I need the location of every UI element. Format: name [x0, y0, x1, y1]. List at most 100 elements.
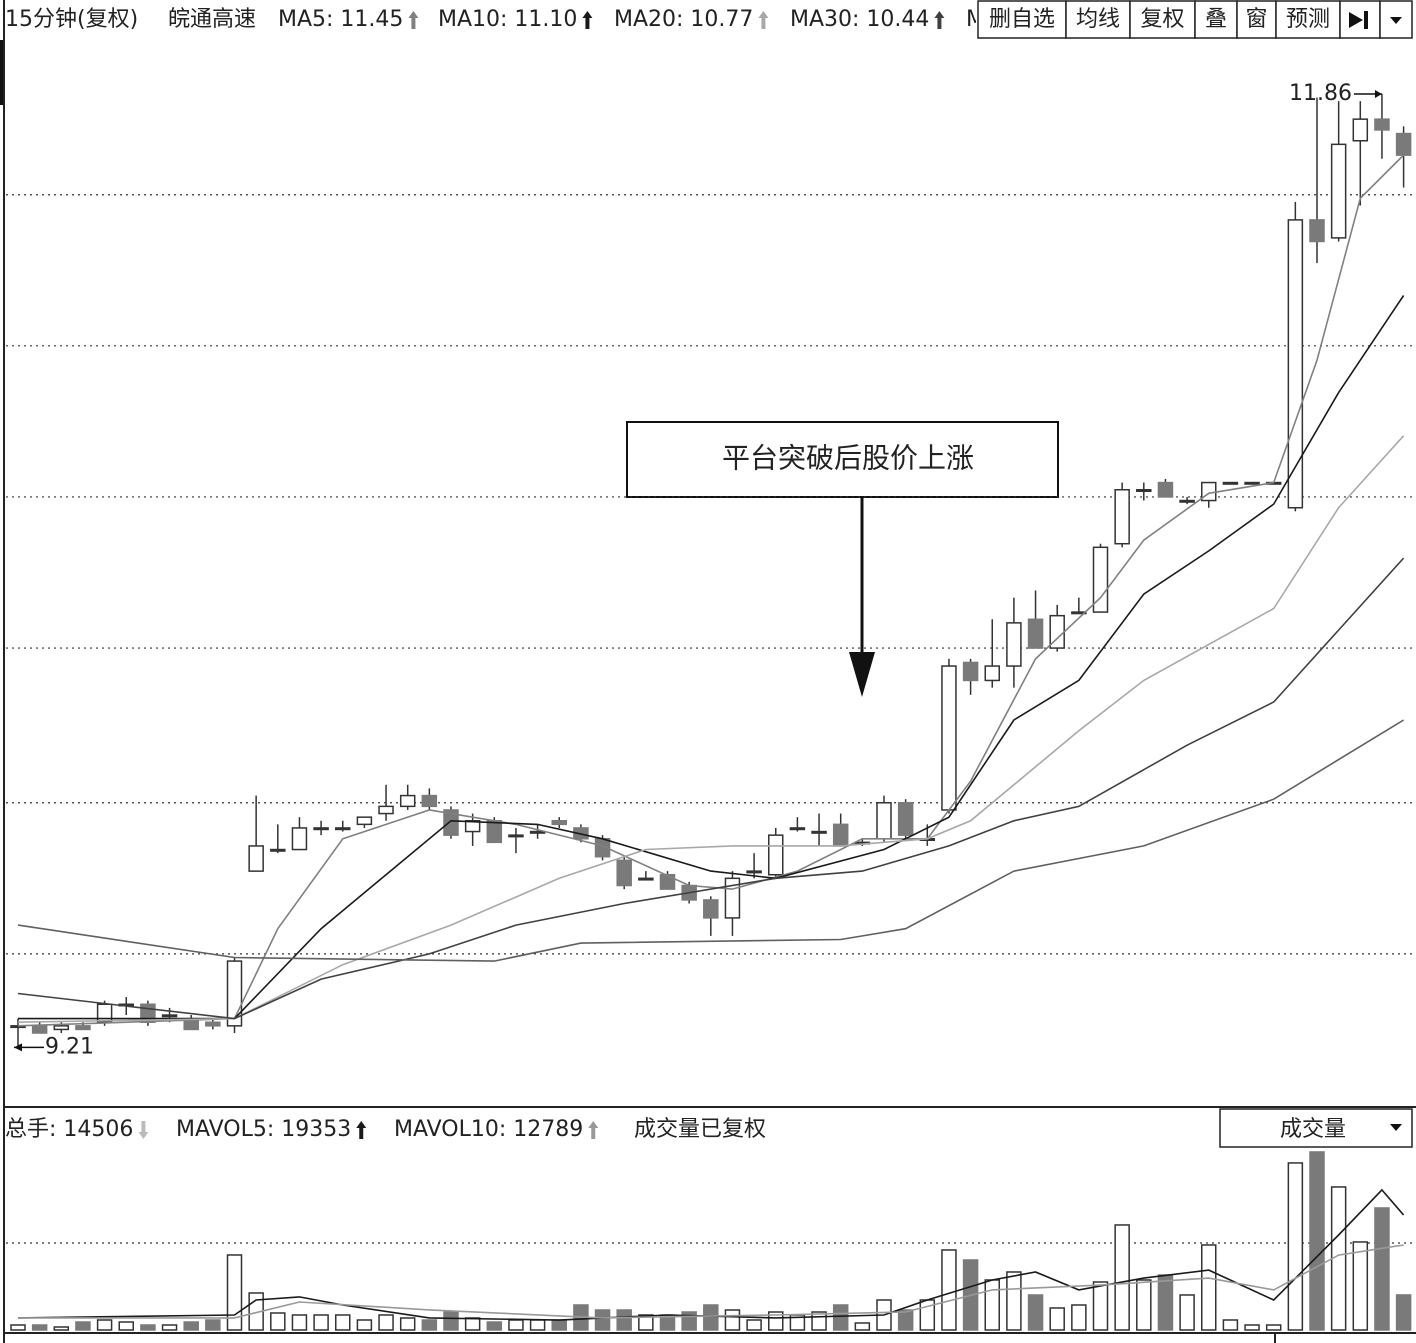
volume-bar [140, 1324, 156, 1331]
volume-bar [1244, 1324, 1260, 1331]
candle-body [508, 834, 524, 838]
legend-entry: MA20: 10.77 [614, 7, 753, 32]
volume-legend: MAVOL5: 19353 [176, 1117, 351, 1142]
selector-box[interactable] [1219, 1108, 1413, 1148]
legend-entry: 皖通高速 [168, 7, 256, 32]
volume-legend: 总手: 14506 [5, 1117, 133, 1142]
candle-body [31, 1025, 48, 1034]
trend-arrow [408, 11, 419, 29]
candle-body [832, 823, 849, 847]
candle-body [464, 820, 481, 833]
candle-body [659, 873, 676, 890]
candle-body [335, 827, 351, 831]
candle-body [1006, 622, 1022, 667]
toolbar: 删自选 均线 复权叠窗预测 [977, 0, 1341, 39]
legend-entry: MA30: 10.44 [790, 7, 929, 32]
candle-body [486, 820, 503, 844]
volume-selector[interactable]: 成交量 [1219, 1108, 1413, 1148]
high-marker-head [1374, 89, 1382, 98]
trend-arrow [356, 1121, 367, 1139]
candle-body [638, 877, 654, 881]
volume-bar [1049, 1307, 1065, 1331]
volume-bar [443, 1311, 459, 1331]
annotation-box [626, 421, 1059, 498]
left-marker [0, 40, 5, 105]
volume-bar [421, 1319, 438, 1331]
volume-bar [161, 1324, 178, 1331]
ma-line [17, 435, 1405, 1023]
candle-body [1071, 611, 1087, 615]
toolbar-button[interactable] [1236, 0, 1277, 39]
candle-body [1179, 499, 1195, 503]
volume-bar [118, 1321, 134, 1331]
candle-body [1114, 488, 1130, 545]
volume-legend: MAVOL10: 12789 [394, 1117, 583, 1142]
volume-bar [291, 1314, 308, 1331]
volume-bar [703, 1304, 719, 1331]
ma-line [17, 557, 1405, 1020]
candle-body [399, 794, 416, 808]
icon-dropdown [1390, 17, 1402, 24]
volume-bar [378, 1314, 394, 1331]
volume-bar [638, 1314, 654, 1331]
header: 15分钟(复权) 皖通高速 MA5: 11.45 MA10: 11.10 MA20: 1… [5, 7, 976, 32]
volume-bar [1352, 1241, 1369, 1331]
candle-body [248, 845, 264, 872]
trend-arrow [758, 11, 769, 29]
volume-bar [486, 1321, 503, 1331]
legend-entry: MA10: 11.10 [438, 7, 577, 32]
volume-bar [226, 1254, 243, 1331]
volume-bar [1006, 1271, 1022, 1331]
volume-bar [1114, 1224, 1130, 1331]
annotation-text: 平台突破后股价上涨 [722, 442, 974, 475]
ma-line [18, 1244, 1404, 1319]
candle-body [1092, 546, 1109, 613]
legend-entry: MA5: 11.45 [278, 7, 403, 32]
candle-body [789, 827, 806, 831]
volume-bar [832, 1304, 849, 1331]
toolbar-button[interactable] [1275, 0, 1341, 39]
selector-arrow [1390, 1124, 1402, 1131]
annotation: 平台突破后股价上涨 [626, 421, 1059, 697]
toolbar-icons [1339, 0, 1413, 39]
volume-bar [335, 1314, 351, 1331]
candle-body [53, 1025, 70, 1031]
candle-body [378, 805, 394, 815]
volume-bar [1309, 1151, 1325, 1331]
candle-body [1222, 481, 1239, 485]
volume-bar [31, 1324, 48, 1331]
trend-arrow [138, 1121, 149, 1139]
volume-bar [768, 1311, 784, 1331]
candle-body [205, 1021, 221, 1027]
toolbar-label: 叠 [1205, 7, 1227, 32]
volume-bar [96, 1319, 113, 1331]
candle-body [746, 870, 762, 874]
toolbar-button[interactable] [1129, 0, 1196, 39]
candle-body [811, 830, 827, 834]
candle-body [75, 1025, 91, 1031]
toolbar-label: 窗 [1245, 7, 1267, 32]
toolbar-button[interactable] [977, 0, 1067, 39]
candle-body [703, 899, 719, 919]
volume-bar [10, 1324, 26, 1331]
volume-bar [1222, 1319, 1239, 1331]
volume-bar [1201, 1244, 1217, 1331]
candle-body [1374, 118, 1390, 131]
candle-body [768, 834, 784, 876]
icon-next [1349, 11, 1368, 29]
candle-body [551, 820, 567, 826]
candle-body [291, 827, 308, 851]
volume-bar [897, 1309, 914, 1331]
volume-legend: 成交量已复权 [634, 1117, 766, 1142]
low-marker-head [14, 1043, 22, 1052]
high-label: 11.86 [1289, 81, 1352, 106]
candle-body [10, 1025, 26, 1029]
selector-label: 成交量 [1280, 1117, 1346, 1142]
volume-bar [1136, 1279, 1152, 1331]
candle-body [1244, 481, 1260, 485]
candle-body [270, 848, 286, 852]
toolbar-button[interactable] [1194, 0, 1238, 39]
volume-bar [941, 1249, 957, 1331]
volume-bar [1265, 1324, 1282, 1331]
